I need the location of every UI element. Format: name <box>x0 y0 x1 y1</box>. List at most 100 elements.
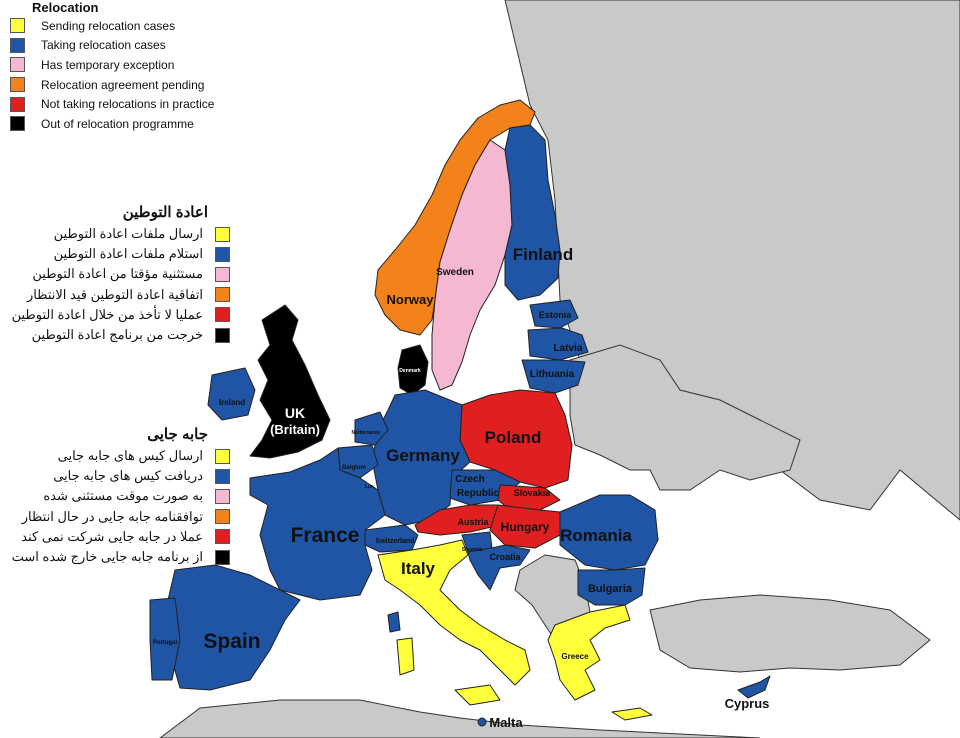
legend-row: مستثنية مؤقتا من اعادة التوطين <box>0 264 230 284</box>
label-estonia: Estonia <box>539 310 573 320</box>
legend-english-title: Relocation <box>32 0 99 15</box>
legend-label: Not taking relocations in practice <box>41 97 215 112</box>
legend-label: به صورت موقت مستثنی شده <box>43 488 203 504</box>
country-malta <box>477 717 487 727</box>
country-ireland <box>207 367 256 421</box>
legend-row: دریافت کیس های جابه جایی <box>0 466 230 486</box>
legend-row: Relocation agreement pending <box>10 75 230 95</box>
belarus-ukraine-region <box>569 344 801 491</box>
legend-swatch <box>215 488 230 504</box>
legend-swatch <box>10 57 25 73</box>
label-lithuania: Lithuania <box>530 369 575 380</box>
country-greece <box>547 604 631 701</box>
legend-label: استلام ملفات اعادة التوطين <box>53 246 203 262</box>
country-labels: UK (Britain) Ireland Norway Sweden Finla… <box>153 245 770 730</box>
legend-swatch <box>10 37 25 53</box>
legend-swatch <box>215 549 230 565</box>
legend-swatch <box>215 529 230 545</box>
legend-label: عملا در جابه جایی شرکت نمی کند <box>21 528 203 544</box>
country-lithuania <box>521 359 586 394</box>
legend-swatch <box>215 468 230 484</box>
legend-row: به صورت موقت مستثنی شده <box>0 486 230 506</box>
legend-label: اتفاقية اعادة التوطين قيد الانتظار <box>26 286 203 302</box>
label-belgium: Belgium <box>342 465 366 471</box>
country-france <box>249 447 386 601</box>
label-czech-1: Czech <box>455 474 484 485</box>
label-greece: Greece <box>561 652 589 661</box>
label-italy: Italy <box>401 559 436 578</box>
legend-row: توافقنامه جابه جایی در حال انتظار <box>0 507 230 527</box>
legend-row: از برنامه جابه جایی خارج شده است <box>0 547 230 567</box>
label-luxembourg: Lux. <box>365 484 376 490</box>
legend-row: ارسال ملفات اعادة التوطين <box>0 224 230 244</box>
legend-persian: جابه جایی ارسال کیس های جابه جایی دریافت… <box>0 424 230 567</box>
legend-label: Out of relocation programme <box>41 116 194 131</box>
legend-swatch <box>215 226 230 242</box>
country-bulgaria <box>577 567 646 606</box>
legend-arabic: اعادة التوطين ارسال ملفات اعادة التوطين … <box>0 202 230 345</box>
legend-row: Not taking relocations in practice <box>10 94 230 114</box>
legend-swatch <box>215 307 230 323</box>
legend-swatch <box>215 509 230 525</box>
label-czech-2: Republic <box>457 488 500 499</box>
label-spain: Spain <box>203 630 260 653</box>
label-bulgaria: Bulgaria <box>588 583 633 595</box>
legend-label: عمليا لا تأخذ من خلال اعادة التوطين <box>11 306 203 322</box>
label-france: France <box>291 524 360 547</box>
legend-label: Sending relocation cases <box>41 18 176 33</box>
label-sweden: Sweden <box>436 267 474 278</box>
legend-row: خرجت من برنامج اعادة التوطين <box>0 325 230 345</box>
legend-label: ارسال کیس های جابه جایی <box>57 448 203 464</box>
label-malta: Malta <box>489 715 523 730</box>
country-hungary <box>489 504 561 549</box>
label-uk: UK <box>285 405 305 421</box>
country-latvia <box>527 327 589 361</box>
legend-row: Out of relocation programme <box>10 114 230 134</box>
label-cyprus: Cyprus <box>725 696 770 711</box>
label-germany: Germany <box>386 446 460 465</box>
label-latvia: Latvia <box>554 343 583 354</box>
legend-row: Has temporary exception <box>10 55 230 75</box>
legend-label: Relocation agreement pending <box>41 77 205 92</box>
legend-english: Relocation Sending relocation cases Taki… <box>10 0 230 134</box>
legend-row: اتفاقية اعادة التوطين قيد الانتظار <box>0 285 230 305</box>
turkey-region <box>649 594 931 673</box>
legend-swatch <box>215 266 230 282</box>
label-austria: Austria <box>457 517 489 527</box>
country-netherlands <box>354 411 389 446</box>
legend-swatch <box>10 77 25 93</box>
legend-row: ارسال کیس های جابه جایی <box>0 446 230 466</box>
island-sicily <box>454 684 501 706</box>
legend-swatch <box>215 246 230 262</box>
label-denmark: Denmark <box>399 368 421 374</box>
legend-row: Taking relocation cases <box>10 36 230 56</box>
island-sardinia <box>396 637 415 676</box>
label-ireland: Ireland <box>219 398 245 407</box>
country-romania <box>559 494 659 571</box>
legend-label: خرجت من برنامج اعادة التوطين <box>31 327 203 343</box>
legend-row: عمليا لا تأخذ من خلال اعادة التوطين <box>0 305 230 325</box>
background-land <box>159 0 960 738</box>
legend-persian-title: جابه جایی <box>147 426 208 443</box>
label-hungary: Hungary <box>501 520 550 534</box>
label-finland: Finland <box>513 245 573 264</box>
legend-label: Has temporary exception <box>41 57 175 72</box>
country-croatia <box>467 544 531 591</box>
island-crete <box>611 707 653 721</box>
legend-swatch <box>215 327 230 343</box>
legend-swatch <box>215 287 230 303</box>
country-italy <box>377 539 531 686</box>
label-portugal: Portugal <box>153 640 178 646</box>
island-corsica <box>387 611 401 633</box>
legend-swatch <box>10 18 25 34</box>
country-finland <box>504 124 561 301</box>
legend-label: Taking relocation cases <box>41 38 166 53</box>
legend-swatch <box>10 96 25 112</box>
legend-row: Sending relocation cases <box>10 16 230 36</box>
north-africa-region <box>159 699 761 738</box>
label-netherlands: Netherlands <box>352 430 381 436</box>
legend-arabic-title: اعادة التوطين <box>122 204 208 221</box>
country-estonia <box>529 299 579 329</box>
legend-label: دریافت کیس های جابه جایی <box>53 468 203 484</box>
